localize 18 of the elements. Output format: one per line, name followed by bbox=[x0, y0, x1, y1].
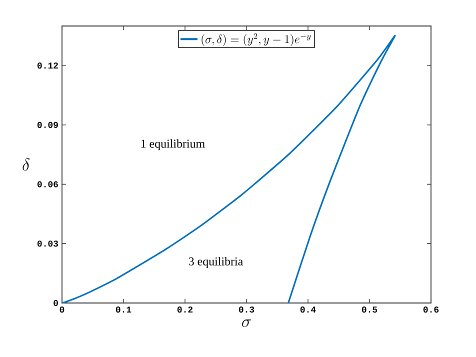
y-tick-label: 0.06 bbox=[37, 181, 58, 188]
y-axis-title: $\delta$ bbox=[22, 158, 30, 171]
annotation: 3 equilibria bbox=[188, 257, 243, 268]
x-tick-label: 0.2 bbox=[177, 306, 193, 313]
x-tick-label: 0.4 bbox=[300, 306, 316, 313]
annotation: 1 equilibrium bbox=[141, 139, 205, 150]
y-tick-label: 0.12 bbox=[37, 62, 58, 69]
x-tick-label: 0.6 bbox=[423, 306, 439, 313]
x-tick-label: 0 bbox=[60, 306, 64, 313]
y-tick-label: 0.03 bbox=[37, 240, 58, 247]
x-tick-label: 0.5 bbox=[362, 306, 378, 313]
x-tick-label: 0.3 bbox=[238, 306, 254, 313]
y-tick-label: 0 bbox=[54, 300, 58, 306]
legend-label: $(\sigma,\delta)=(y^2,y-1)e^{-y}$ bbox=[202, 33, 311, 46]
x-axis-title: $\sigma$ bbox=[242, 319, 251, 328]
line-series bbox=[61, 34, 396, 304]
y-tick-label: 0.09 bbox=[37, 122, 58, 128]
x-tick-label: 0.1 bbox=[116, 306, 132, 313]
